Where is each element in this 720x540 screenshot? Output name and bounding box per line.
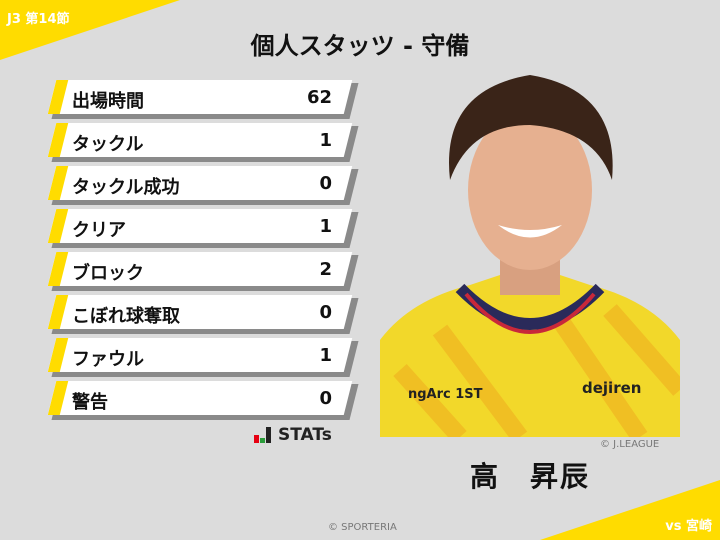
stat-label: クリア <box>72 220 126 241</box>
player-name: 高 昇辰 <box>470 460 591 493</box>
stat-label: 警告 <box>72 392 108 413</box>
stat-row: こぼれ球奪取 0 <box>47 295 359 334</box>
page-title: 個人スタッツ - 守備 <box>250 32 470 60</box>
shirt-sponsor-left: ngArc 1ST <box>408 387 483 402</box>
shirt-sponsor-right: dejiren <box>582 379 641 397</box>
stat-row: ファウル 1 <box>47 338 359 377</box>
stat-label: ファウル <box>72 349 144 370</box>
stat-row: ブロック 2 <box>47 252 359 291</box>
stat-value: 0 <box>319 302 332 323</box>
stat-row: タックル成功 0 <box>47 166 359 205</box>
corner-accent-bottom <box>540 480 720 540</box>
stat-row: 警告 0 <box>47 381 359 420</box>
stat-value: 0 <box>319 173 332 194</box>
stat-value: 1 <box>319 216 332 237</box>
stats-logo: STATs <box>254 425 332 445</box>
player-photo: ngArc 1ST dejiren <box>380 70 680 437</box>
stat-value: 0 <box>319 388 332 409</box>
stat-label: こぼれ球奪取 <box>72 306 180 327</box>
opponent-label: vs 宮崎 <box>665 519 712 534</box>
stat-row: タックル 1 <box>47 123 359 162</box>
stat-label: 出場時間 <box>72 91 144 112</box>
bar-chart-icon <box>254 427 271 443</box>
stat-label: タックル成功 <box>72 177 180 198</box>
corner-accent-top <box>0 0 180 60</box>
copyright: © SPORTERIA <box>328 522 397 533</box>
photo-credit: © J.LEAGUE <box>600 439 660 450</box>
stat-label: タックル <box>72 134 144 155</box>
stat-value: 1 <box>319 345 332 366</box>
stats-logo-text: STATs <box>278 425 332 445</box>
round-label: J3 第14節 <box>7 12 70 27</box>
stat-value: 1 <box>319 130 332 151</box>
stat-row: 出場時間 62 <box>47 80 359 119</box>
stat-label: ブロック <box>72 263 144 284</box>
stat-row: クリア 1 <box>47 209 359 248</box>
stat-value: 62 <box>306 87 332 108</box>
stat-value: 2 <box>319 259 332 280</box>
